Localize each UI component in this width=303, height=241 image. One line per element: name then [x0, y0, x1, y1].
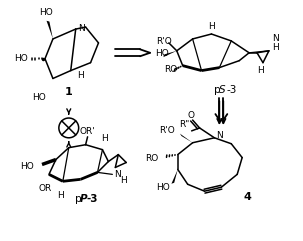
Text: HO: HO [20, 162, 34, 171]
Polygon shape [171, 169, 178, 184]
Text: R'O: R'O [159, 126, 175, 135]
Text: HO: HO [39, 8, 53, 17]
Text: OR: OR [38, 184, 52, 193]
Text: HO: HO [155, 49, 169, 58]
Text: p: p [75, 194, 82, 204]
Text: HO: HO [32, 93, 46, 102]
Text: R'O: R'O [156, 37, 172, 47]
Text: H: H [120, 176, 127, 185]
Polygon shape [180, 134, 193, 143]
Text: OR': OR' [80, 127, 95, 136]
Text: H: H [272, 43, 279, 52]
Text: O: O [187, 111, 194, 120]
Text: p: p [214, 85, 221, 95]
Text: 4: 4 [243, 192, 251, 202]
Text: N: N [272, 34, 279, 43]
Text: RO: RO [145, 154, 158, 163]
Text: H: H [101, 134, 108, 143]
Text: S: S [219, 85, 226, 95]
Polygon shape [40, 79, 53, 91]
Text: HO: HO [14, 54, 28, 63]
Text: P: P [80, 194, 88, 204]
Text: 1: 1 [65, 87, 73, 97]
Text: HO: HO [156, 183, 170, 192]
Text: H: H [258, 66, 264, 75]
Text: H: H [208, 22, 215, 31]
Text: H: H [58, 191, 64, 200]
Text: N: N [114, 170, 121, 179]
Text: -3: -3 [87, 194, 98, 204]
Text: H: H [77, 71, 83, 80]
Text: -3: -3 [226, 85, 236, 95]
Text: N: N [78, 24, 85, 33]
Polygon shape [163, 51, 177, 57]
Text: R": R" [179, 120, 190, 129]
Text: N: N [216, 131, 223, 140]
Text: RO: RO [165, 65, 178, 74]
Polygon shape [47, 21, 53, 39]
